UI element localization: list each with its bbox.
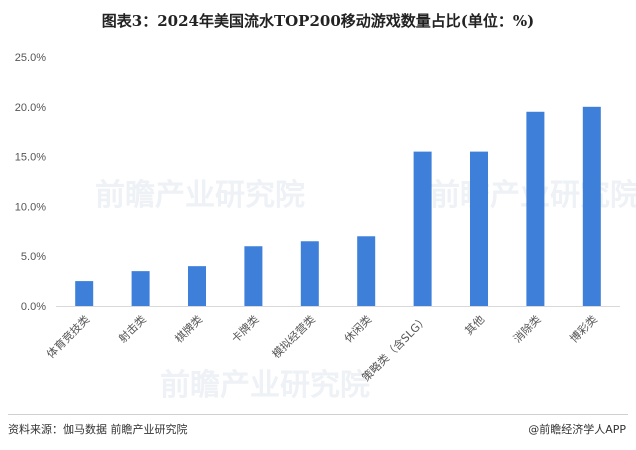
bars — [75, 106, 601, 306]
x-tick-label: 其他 — [462, 313, 487, 338]
x-tick-label: 模拟经营类 — [269, 312, 318, 361]
x-tick-label: 棋牌类 — [172, 312, 205, 345]
bar — [75, 281, 94, 306]
y-tick-label: 15.0% — [15, 152, 46, 164]
watermark-text: 前瞻产业研究院 — [95, 178, 305, 213]
credit-label: @前瞻经济学人APP — [528, 423, 626, 436]
bar — [131, 271, 150, 306]
bar — [413, 151, 432, 306]
bar — [470, 151, 488, 306]
y-tick-label: 5.0% — [21, 251, 46, 263]
y-tick-label: 0.0% — [21, 301, 46, 313]
bar — [582, 106, 601, 306]
x-tick-label: 博彩类 — [567, 312, 600, 345]
bar — [244, 246, 263, 306]
bar — [526, 111, 545, 306]
source-note: 资料来源：伽马数据 前瞻产业研究院 — [8, 423, 188, 436]
x-tick-label: 卡牌类 — [228, 312, 261, 345]
y-tick-label: 20.0% — [15, 102, 46, 114]
y-axis: 0.0% 5.0% 10.0% 15.0% 20.0% 25.0% — [15, 52, 46, 313]
watermark-text: 前瞻产业研究院 — [160, 368, 370, 403]
chart-title: 图表3：2024年美国流水TOP200移动游戏数量占比(单位：%) — [101, 12, 535, 30]
y-tick-label: 10.0% — [15, 201, 46, 213]
x-tick-label: 体育竞技类 — [44, 312, 93, 361]
x-tick-label: 射击类 — [115, 312, 148, 345]
bar — [357, 236, 376, 306]
y-tick-label: 25.0% — [15, 52, 46, 64]
bar — [300, 241, 319, 306]
footer-divider — [8, 414, 628, 415]
x-tick-label: 消除类 — [510, 312, 543, 345]
bar — [188, 266, 206, 306]
x-tick-label: 休闲类 — [341, 312, 374, 345]
